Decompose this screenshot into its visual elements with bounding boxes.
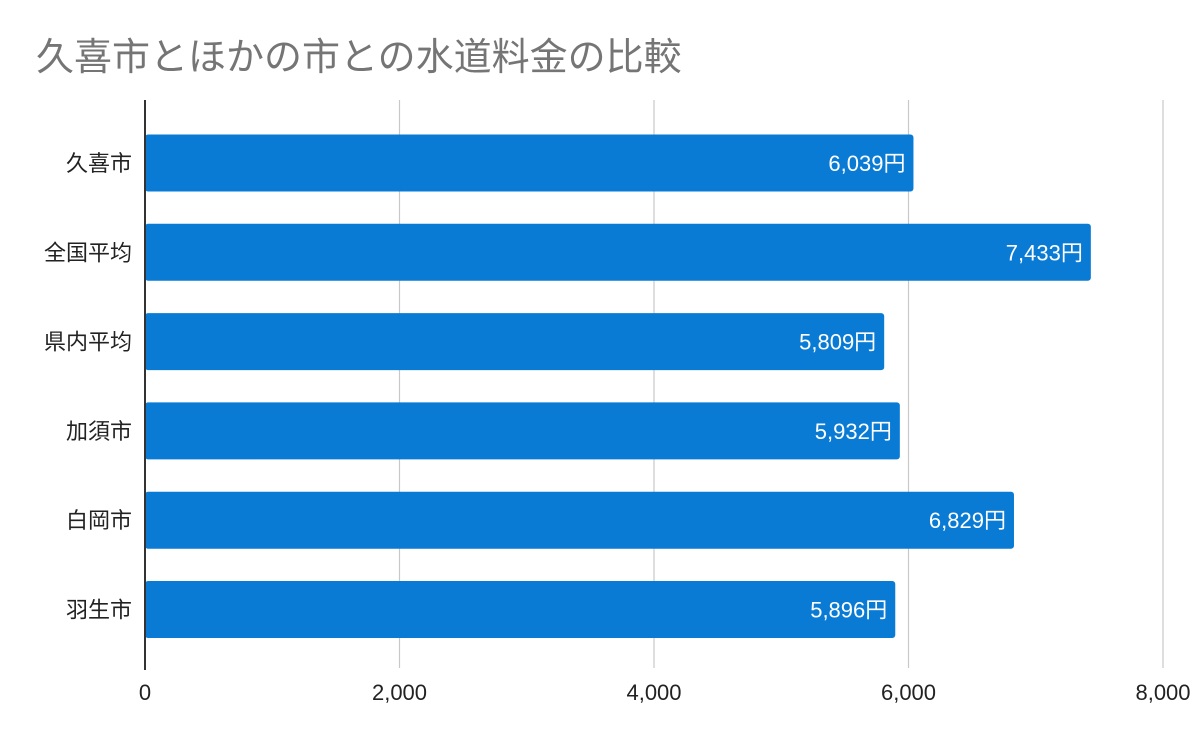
bar xyxy=(145,491,1014,549)
data-label: 6,829円 xyxy=(929,508,1006,533)
category-label: 加須市 xyxy=(66,420,132,445)
category-label: 久喜市 xyxy=(66,152,132,177)
x-tick-label: 8,000 xyxy=(1135,680,1190,705)
bar xyxy=(145,581,896,638)
category-label: 全国平均 xyxy=(44,241,132,266)
data-label: 5,896円 xyxy=(810,598,887,623)
chart-title: 久喜市とほかの市との水道料金の比較 xyxy=(36,35,682,79)
data-label: 7,433円 xyxy=(1006,240,1083,265)
bar xyxy=(145,223,1091,281)
x-tick-label: 6,000 xyxy=(881,680,936,705)
bar xyxy=(145,402,900,460)
x-tick-label: 2,000 xyxy=(372,680,427,705)
x-tick-label: 4,000 xyxy=(626,680,681,705)
bar xyxy=(145,134,914,192)
x-tick-label: 0 xyxy=(139,680,151,705)
category-label: 県内平均 xyxy=(44,331,132,356)
category-label: 羽生市 xyxy=(66,599,132,624)
data-label: 6,039円 xyxy=(828,151,905,176)
data-label: 5,809円 xyxy=(799,330,876,355)
data-label: 5,932円 xyxy=(815,419,892,444)
category-label: 白岡市 xyxy=(66,509,132,534)
bar xyxy=(145,313,885,371)
